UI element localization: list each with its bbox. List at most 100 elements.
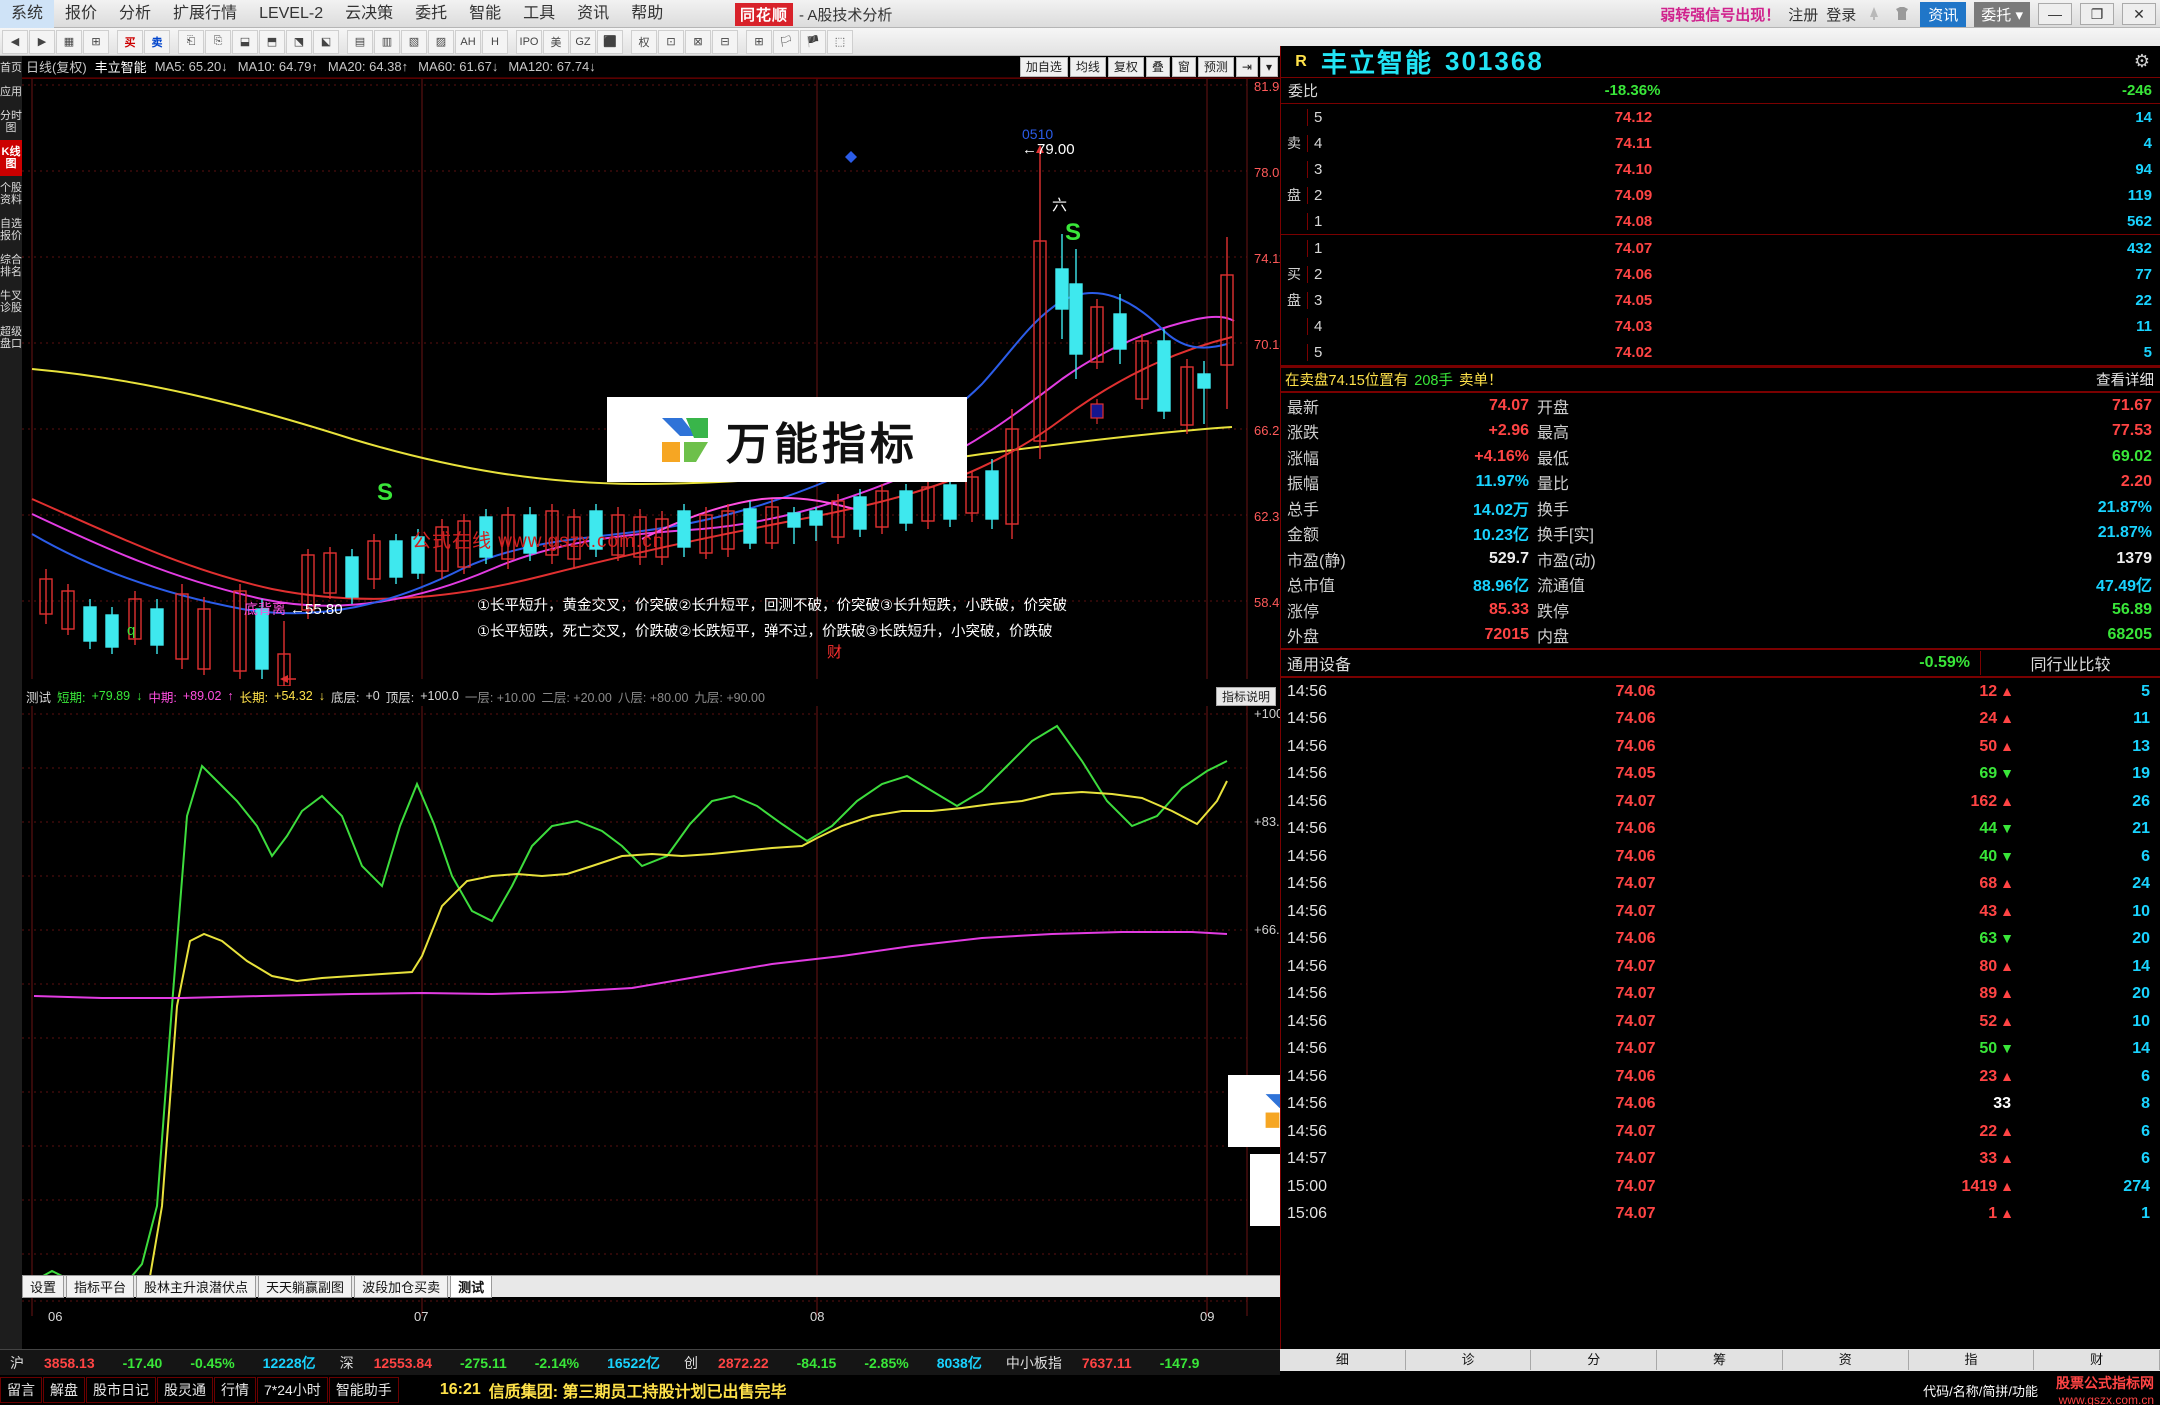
tick-row[interactable]: 14:56 74.05 69 ▼ 19 (1281, 761, 2160, 789)
status-button-1[interactable]: 解盘 (43, 1377, 85, 1403)
toolbar-button-2[interactable]: ▦ (56, 29, 82, 54)
toolbar-button-14[interactable]: ▧ (401, 29, 427, 54)
chart-button-4[interactable]: 窗 (1171, 57, 1196, 77)
tick-row[interactable]: 14:56 74.06 12 ▲ 5 (1281, 678, 2160, 706)
menu-item-1[interactable]: 报价 (65, 4, 98, 22)
toolbar-button-29[interactable]: ⬚ (827, 29, 853, 54)
tick-row[interactable]: 14:56 74.06 44 ▼ 21 (1281, 816, 2160, 844)
toolbar-button-9[interactable]: ⬒ (259, 29, 285, 54)
chart-period[interactable]: 日线(复权) (26, 60, 87, 75)
toolbar-button-24[interactable]: ⊠ (685, 29, 711, 54)
rail-item-2[interactable]: 分时图 (0, 110, 22, 134)
menu-item-10[interactable]: 帮助 (631, 4, 664, 22)
tick-list[interactable]: 14:56 74.06 12 ▲ 5 14:56 74.06 24 ▲ 11 14:56 74.06 5… (1281, 678, 2160, 1228)
tick-row[interactable]: 14:56 74.06 50 ▲ 13 (1281, 733, 2160, 761)
quote-tab-诊[interactable]: 诊 (1406, 1350, 1532, 1370)
minimize-button[interactable]: — (2038, 3, 2072, 25)
quote-tab-分[interactable]: 分 (1531, 1350, 1658, 1370)
tick-row[interactable]: 14:56 74.06 24 ▲ 11 (1281, 706, 2160, 734)
rail-item-3[interactable]: K线图 (0, 140, 22, 176)
tick-row[interactable]: 14:56 74.07 22 ▲ 6 (1281, 1118, 2160, 1146)
shirt-icon[interactable] (1892, 4, 1912, 24)
toolbar-button-6[interactable]: ⎗ (178, 29, 204, 54)
status-button-3[interactable]: 股灵通 (157, 1377, 213, 1403)
order-book[interactable]: 5 74.12 14 卖 4 74.11 4 3 74.10 94 盘 2 74.09 119 1 74.08… (1281, 104, 2160, 367)
chart-button-3[interactable]: 叠 (1145, 57, 1170, 77)
chart-button-2[interactable]: 复权 (1107, 57, 1144, 77)
tick-row[interactable]: 14:56 74.07 43 ▲ 10 (1281, 898, 2160, 926)
tick-row[interactable]: 14:56 74.07 89 ▲ 20 (1281, 981, 2160, 1009)
news-ticker-text[interactable]: 信质集团: 第三期员工持股计划已出售完毕 (488, 1384, 787, 1401)
bid-row[interactable]: 买 2 74.06 77 (1281, 261, 2160, 287)
tick-row[interactable]: 14:56 74.06 23 ▲ 6 (1281, 1063, 2160, 1091)
tick-row[interactable]: 14:57 74.07 33 ▲ 6 (1281, 1146, 2160, 1174)
toolbar-button-27[interactable]: 🏳 (773, 29, 799, 54)
quote-tab-资[interactable]: 资 (1783, 1350, 1909, 1370)
indicator-panel[interactable]: 测试 短期: +79.89 ↓ 中期: +89.02 ↑ 长期: +54.32 … (22, 686, 1550, 1326)
gear-icon[interactable]: ⚙ (2133, 51, 2150, 71)
sector-name[interactable]: 通用设备 (1287, 657, 1352, 674)
toolbar-button-16[interactable]: AH (455, 29, 481, 54)
bid-row[interactable]: 盘 3 74.05 22 (1281, 287, 2160, 313)
ask-row[interactable]: 5 74.12 14 (1281, 104, 2160, 130)
menu-item-4[interactable]: LEVEL-2 (259, 4, 324, 22)
rail-item-0[interactable]: 首页 (0, 62, 22, 74)
ask-row[interactable]: 3 74.10 94 (1281, 156, 2160, 182)
toolbar-button-28[interactable]: 🏴 (800, 29, 826, 54)
toolbar-button-4[interactable]: 买 (117, 29, 143, 54)
toolbar-button-8[interactable]: ⬓ (232, 29, 258, 54)
chart-settings-button[interactable]: 设置 (22, 1275, 65, 1298)
rail-item-1[interactable]: 应用 (0, 86, 22, 98)
status-button-2[interactable]: 股市日记 (86, 1377, 156, 1403)
chart-button-5[interactable]: 预测 (1197, 57, 1234, 77)
rail-item-7[interactable]: 牛叉诊股 (0, 290, 22, 314)
tick-row[interactable]: 14:56 74.06 40 ▼ 6 (1281, 843, 2160, 871)
menu-item-8[interactable]: 工具 (523, 4, 556, 22)
tick-row[interactable]: 14:56 74.06 33 8 (1281, 1091, 2160, 1119)
tick-row[interactable]: 15:06 74.07 1 ▲ 1 (1281, 1201, 2160, 1229)
login-link[interactable]: 登录 (1826, 6, 1857, 24)
toolbar-button-22[interactable]: 权 (631, 29, 657, 54)
menu-item-0[interactable]: 系统 (0, 0, 55, 28)
close-button[interactable]: ✕ (2122, 3, 2156, 25)
chart-tab-3[interactable]: 波段加仓买卖 (354, 1275, 449, 1298)
toolbar-button-26[interactable]: ⊞ (746, 29, 772, 54)
menu-item-5[interactable]: 云决策 (345, 4, 394, 22)
toolbar-button-13[interactable]: ▥ (374, 29, 400, 54)
tick-row[interactable]: 14:56 74.07 162 ▲ 26 (1281, 788, 2160, 816)
toolbar-button-18[interactable]: IPO (516, 29, 542, 54)
chart-tab-0[interactable]: 指标平台 (66, 1275, 135, 1298)
bell-icon[interactable] (1864, 4, 1884, 24)
tick-row[interactable]: 14:56 74.07 80 ▲ 14 (1281, 953, 2160, 981)
toolbar-button-0[interactable]: ◀ (2, 29, 28, 54)
ask-row[interactable]: 卖 4 74.11 4 (1281, 130, 2160, 156)
toolbar-button-15[interactable]: ▨ (428, 29, 454, 54)
toolbar-button-7[interactable]: ⎘ (205, 29, 231, 54)
register-link[interactable]: 注册 (1788, 6, 1819, 24)
rail-item-4[interactable]: 个股资料 (0, 182, 22, 206)
chart-button-6[interactable]: ⇥ (1235, 57, 1258, 77)
rail-item-5[interactable]: 自选报价 (0, 218, 22, 242)
toolbar-button-10[interactable]: ⬔ (286, 29, 312, 54)
news-button[interactable]: 资讯 (1920, 1, 1967, 27)
status-button-4[interactable]: 行情 (214, 1377, 256, 1403)
sector-compare-button[interactable]: 同行业比较 (1980, 651, 2160, 675)
tick-row[interactable]: 14:56 74.06 63 ▼ 20 (1281, 926, 2160, 954)
chart-button-0[interactable]: 加自选 (1019, 57, 1068, 77)
bid-row[interactable]: 1 74.07 432 (1281, 235, 2160, 261)
chart-button-7[interactable]: ▾ (1259, 57, 1278, 77)
tick-row[interactable]: 14:56 74.07 52 ▲ 10 (1281, 1008, 2160, 1036)
order-tip-detail-link[interactable]: 查看详细 (2096, 373, 2154, 389)
menu-item-2[interactable]: 分析 (119, 4, 152, 22)
tick-row[interactable]: 14:56 74.07 50 ▼ 14 (1281, 1036, 2160, 1064)
toolbar-button-25[interactable]: ⊟ (712, 29, 738, 54)
quote-tab-筹[interactable]: 筹 (1657, 1350, 1783, 1370)
toolbar-button-12[interactable]: ▤ (347, 29, 373, 54)
menu-item-7[interactable]: 智能 (469, 4, 502, 22)
ask-row[interactable]: 1 74.08 562 (1281, 208, 2160, 234)
toolbar-button-17[interactable]: H (482, 29, 508, 54)
quote-tab-细[interactable]: 细 (1280, 1350, 1406, 1370)
ask-row[interactable]: 盘 2 74.09 119 (1281, 182, 2160, 208)
chart-tab-4[interactable]: 测试 (450, 1275, 493, 1298)
bid-row[interactable]: 5 74.02 5 (1281, 339, 2160, 365)
